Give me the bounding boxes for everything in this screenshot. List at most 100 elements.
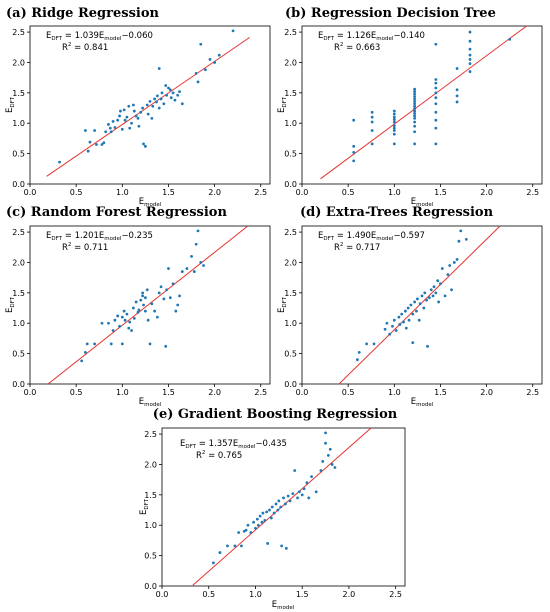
x-tick-label: 0.5: [202, 590, 215, 599]
data-point: [83, 129, 87, 132]
data-point: [151, 104, 155, 108]
x-tick-label: 0.5: [70, 388, 83, 397]
r-squared: R2 = 0.663: [334, 42, 380, 53]
x-tick-label: 0.0: [156, 590, 169, 599]
data-point: [411, 312, 415, 316]
data-point: [104, 130, 108, 134]
x-tick-label: 2.5: [254, 188, 267, 197]
y-axis-label: EDFT: [277, 96, 288, 113]
x-tick-label: 0.5: [70, 188, 83, 197]
data-point: [324, 441, 327, 445]
x-tick-label: 2.5: [254, 388, 267, 397]
data-point: [130, 329, 133, 332]
data-point: [178, 294, 181, 298]
data-point: [283, 502, 287, 506]
y-axis: 0.0 0.5 1.0 1.5 2.0 2.5: [12, 228, 30, 389]
panel-title: (b) Regression Decision Tree: [285, 6, 496, 21]
y-tick-label: 2.0: [284, 58, 297, 67]
data-point: [406, 306, 410, 310]
data-point: [434, 91, 438, 95]
y-tick-label: 2.0: [144, 460, 157, 469]
data-point: [434, 96, 438, 100]
data-point: [464, 237, 468, 241]
x-tick-label: 1.0: [388, 188, 401, 197]
data-point: [260, 520, 264, 524]
data-point: [153, 97, 157, 101]
data-point: [269, 516, 273, 520]
data-point: [434, 42, 438, 46]
data-point: [426, 344, 429, 348]
x-tick-label: 2.5: [389, 590, 402, 599]
x-axis: 0.0 0.5 1.0 1.5 2.0 2.5: [296, 384, 539, 397]
data-point: [107, 321, 110, 325]
data-point: [113, 318, 117, 322]
y-axis: 0.0 0.5 1.0 1.5 2.0 2.5: [284, 28, 302, 189]
x-axis: 0.0 0.5 1.0 1.5 2.0 2.5: [24, 184, 267, 197]
data-point: [413, 92, 417, 96]
data-point: [169, 96, 173, 100]
data-point: [422, 306, 426, 310]
data-point: [100, 143, 104, 146]
y-tick-label: 2.0: [12, 58, 25, 67]
x-tick-label: 1.5: [162, 388, 175, 397]
scatter-points: [355, 229, 468, 362]
data-point: [446, 273, 450, 277]
y-tick-label: 1.0: [12, 319, 25, 328]
data-point: [113, 126, 117, 129]
data-point: [148, 99, 152, 103]
fit-line: [48, 225, 249, 385]
x-tick-label: 2.0: [480, 188, 493, 197]
x-axis-label: Emodel: [272, 600, 295, 611]
fit-line: [320, 25, 527, 180]
data-point: [352, 118, 356, 122]
data-point: [116, 118, 120, 122]
data-point: [127, 326, 131, 330]
data-point: [468, 30, 472, 34]
y-tick-label: 2.0: [284, 258, 297, 267]
data-point: [434, 142, 438, 146]
y-tick-label: 0.5: [144, 552, 157, 561]
data-point: [111, 120, 115, 123]
data-point: [142, 142, 145, 146]
y-axis-label: EDFT: [277, 296, 288, 313]
x-tick-label: 0.0: [24, 188, 37, 197]
y-tick-label: 1.5: [284, 89, 297, 98]
data-point: [434, 78, 438, 81]
x-tick-label: 1.5: [434, 188, 447, 197]
data-point: [293, 469, 297, 472]
x-tick-label: 0.5: [342, 188, 355, 197]
data-point: [286, 494, 290, 498]
data-point: [450, 288, 453, 292]
y-tick-label: 2.5: [284, 228, 297, 237]
data-point: [427, 296, 431, 300]
data-point: [162, 297, 166, 301]
data-point: [141, 106, 145, 110]
data-point: [370, 142, 374, 146]
data-point: [109, 342, 113, 346]
data-point: [194, 72, 198, 75]
data-point: [448, 264, 452, 267]
data-point: [83, 351, 87, 354]
data-point: [420, 294, 424, 298]
data-point: [164, 344, 168, 348]
data-point: [111, 329, 115, 332]
data-point: [196, 229, 200, 233]
data-point: [176, 303, 180, 307]
data-point: [155, 100, 158, 104]
data-point: [159, 97, 163, 101]
scatter-points: [58, 29, 235, 164]
panel-title: (a) Ridge Regression: [6, 6, 160, 21]
x-tick-label: 2.0: [208, 188, 221, 197]
data-point: [370, 129, 374, 132]
data-point: [137, 124, 141, 128]
data-point: [192, 270, 196, 273]
panel-ridge-regression: (a) Ridge Regression 0.0 0.5 1.0 1.5 2.0 2.5 …: [5, 6, 271, 208]
data-point: [402, 320, 405, 324]
data-point: [392, 118, 396, 121]
data-point: [392, 115, 396, 119]
data-point: [432, 285, 436, 289]
data-point: [167, 86, 170, 90]
y-tick-label: 0.0: [284, 380, 297, 389]
data-point: [185, 267, 189, 270]
